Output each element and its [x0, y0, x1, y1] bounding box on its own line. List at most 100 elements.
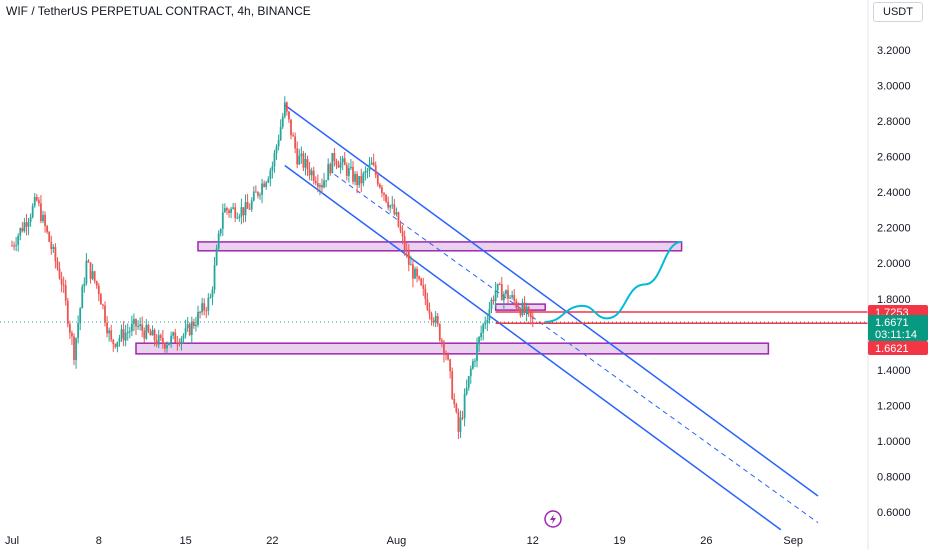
candle-body: [124, 332, 127, 341]
candle-body: [436, 316, 439, 325]
countdown-text: 03:11:14: [875, 329, 917, 341]
candle-body: [331, 153, 334, 174]
price-tick-label: 1.2000: [877, 400, 911, 412]
candle-body: [387, 201, 390, 208]
candle-body: [186, 324, 189, 329]
channel-line[interactable]: [284, 164, 782, 531]
candle-body: [397, 212, 400, 227]
candle-body: [335, 160, 338, 165]
candle-body: [250, 200, 253, 210]
candle-body: [248, 208, 251, 210]
candle-body: [172, 332, 175, 336]
candle-body: [35, 196, 38, 201]
price-axis[interactable]: 3.2000 3.0000 2.8000 2.6000 2.4000 2.2000 2.00…: [867, 0, 911, 550]
candle-body: [463, 394, 466, 418]
candle-body: [265, 182, 268, 187]
current-price-tag: [868, 315, 928, 341]
time-axis[interactable]: Jul 8 15 22 Aug 12 19 26 Sep: [5, 535, 803, 547]
candle-body: [236, 217, 239, 219]
candle-body: [416, 268, 418, 277]
candle-body: [395, 212, 398, 215]
candle-body: [360, 176, 363, 184]
candle-body: [451, 371, 454, 399]
candle-body: [492, 299, 495, 302]
channel-line[interactable]: [334, 173, 819, 524]
candle-body: [79, 308, 82, 324]
candle-body: [308, 169, 311, 176]
candle-body: [95, 281, 98, 286]
candle-body: [509, 297, 511, 299]
price-tick-label: 2.2000: [877, 223, 911, 235]
candle-body: [31, 205, 34, 218]
candle-body: [467, 376, 470, 388]
support-resistance-zones[interactable]: [135, 241, 770, 355]
candle-body: [257, 192, 259, 196]
candle-body: [517, 307, 520, 310]
candle-body: [37, 200, 40, 204]
candle-body: [170, 335, 173, 343]
candle-body: [209, 297, 212, 299]
candle-body: [329, 164, 332, 174]
candle-body: [507, 290, 509, 299]
candle-body: [68, 324, 71, 333]
descending-channel[interactable]: [284, 104, 819, 531]
candle-body: [71, 332, 73, 337]
candle-body: [354, 174, 356, 182]
candle-body: [201, 303, 204, 313]
candle-body: [153, 329, 156, 341]
candle-body: [254, 191, 257, 193]
candle-body: [368, 164, 371, 171]
projection-curve[interactable]: [545, 240, 682, 323]
candle-body: [381, 187, 383, 194]
candle-body: [372, 162, 375, 166]
candle-body: [221, 212, 224, 229]
candle-body: [168, 342, 170, 345]
candle-body: [515, 300, 518, 308]
candle-body: [434, 316, 437, 323]
candle-body: [399, 226, 402, 232]
candle-body: [366, 170, 369, 172]
zone-rectangle[interactable]: [135, 342, 770, 355]
candle-body: [337, 164, 340, 168]
candle-body: [418, 276, 421, 279]
candle-body: [48, 231, 51, 242]
currency-selector[interactable]: USDT: [873, 2, 923, 22]
candle-body: [496, 283, 499, 291]
candle-body: [407, 251, 410, 265]
candle-body: [523, 302, 526, 313]
candle-body: [263, 183, 266, 187]
candle-body: [226, 208, 228, 211]
candle-body: [244, 202, 247, 216]
candle-body: [502, 293, 505, 301]
candle-body: [292, 135, 294, 137]
candle-body: [112, 339, 115, 344]
candle-body: [58, 268, 61, 279]
channel-line[interactable]: [284, 104, 819, 497]
candle-body: [207, 297, 210, 311]
candle-body: [469, 368, 472, 377]
candle-body: [11, 245, 13, 247]
candle-body: [298, 155, 301, 165]
candle-body: [13, 245, 15, 247]
candle-body: [362, 173, 365, 184]
candle-body: [327, 164, 330, 181]
lightning-icon[interactable]: [544, 510, 562, 528]
candle-body: [288, 111, 290, 120]
candle-body: [374, 165, 377, 175]
candle-body: [215, 248, 218, 266]
candle-body: [242, 207, 245, 216]
horizontal-levels[interactable]: [495, 311, 868, 325]
time-tick-label: 15: [179, 535, 191, 547]
candle-body: [161, 337, 164, 344]
time-tick-label: 19: [613, 535, 625, 547]
lower-level-tag: [868, 341, 928, 355]
candle-body: [310, 170, 313, 176]
candle-body: [178, 343, 181, 345]
price-tick-label: 2.0000: [877, 258, 911, 270]
candle-body: [438, 324, 441, 341]
zone-rectangle[interactable]: [197, 241, 683, 252]
candle-body: [279, 127, 282, 141]
price-tick-label: 0.8000: [877, 471, 911, 483]
